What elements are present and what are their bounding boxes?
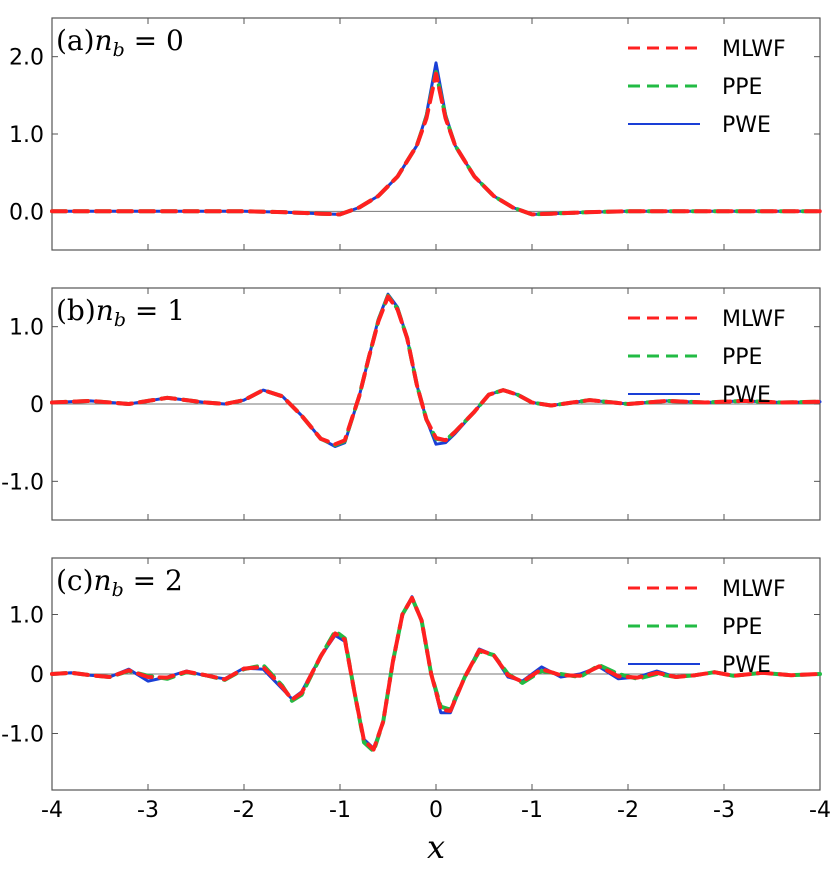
panel-label: (c)nb = 2 — [56, 564, 183, 601]
x-tick-label: -1 — [329, 798, 351, 823]
series-line-mlwf — [50, 294, 822, 447]
panel-1: 2.0 1.0 0.0 (a)nb = 0 MLWF PPE PWE — [9, 17, 822, 251]
legend-label-pwe: PWE — [722, 653, 771, 678]
legend-label-ppe: PPE — [722, 345, 762, 370]
legend-label-pwe: PWE — [722, 383, 771, 408]
y-tick-label: 0 — [30, 663, 44, 688]
x-tick-label: 0 — [429, 798, 443, 823]
panel-label: (b)nb = 1 — [56, 294, 185, 331]
y-tick-label: 1.0 — [9, 123, 44, 148]
legend-label-mlwf: MLWF — [722, 37, 786, 62]
legend-label-mlwf: MLWF — [722, 577, 786, 602]
panel-3: 1.0 0 -1.0 (c)nb = 2 MLWF PPE PWE — [1, 557, 822, 791]
x-tick-label: -3 — [137, 798, 159, 823]
series-line-mlwf — [50, 595, 822, 752]
x-tick-label: -3 — [713, 798, 735, 823]
y-tick-label: 0.0 — [9, 200, 44, 225]
series-line-pwe — [50, 61, 822, 216]
y-tick-label: 1.0 — [9, 316, 44, 341]
x-tick-label: -1 — [521, 798, 543, 823]
x-tick-label: -2 — [617, 798, 639, 823]
legend-label-pwe: PWE — [722, 113, 771, 138]
x-tick-label: -4 — [41, 798, 63, 823]
legend-label-ppe: PPE — [722, 615, 762, 640]
x-tick-label: -4 — [809, 798, 830, 823]
y-tick-label: 0 — [30, 393, 44, 418]
y-tick-label: -1.0 — [1, 722, 44, 747]
x-tick-label: -2 — [233, 798, 255, 823]
series-line-ppe — [50, 70, 822, 217]
panel-2: 1.0 0 -1.0 (b)nb = 1 MLWF PPE PWE — [1, 287, 822, 521]
y-tick-label: 1.0 — [9, 604, 44, 629]
series-line-mlwf — [50, 71, 822, 217]
y-tick-label: -1.0 — [1, 470, 44, 495]
legend-label-ppe: PPE — [722, 75, 762, 100]
x-axis-label: x — [427, 828, 445, 866]
y-tick-label: 2.0 — [9, 46, 44, 71]
panel-label: (a)nb = 0 — [56, 24, 184, 61]
legend-label-mlwf: MLWF — [722, 307, 786, 332]
